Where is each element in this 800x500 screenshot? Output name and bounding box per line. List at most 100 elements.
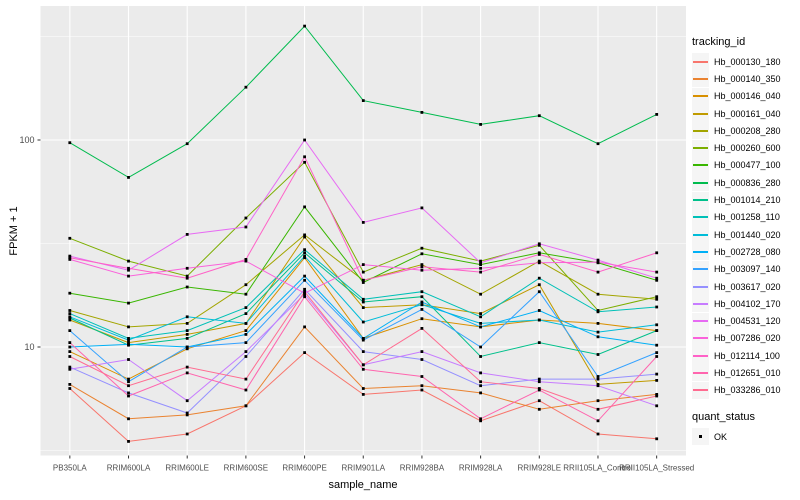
- x-tick-label: RRIM928LA: [459, 464, 503, 473]
- x-tick-label: RRII105LA_Control: [563, 464, 633, 473]
- legend-item-label: Hb_001258_110: [714, 212, 780, 223]
- data-point: [537, 259, 541, 263]
- data-point: [655, 437, 659, 441]
- data-point: [127, 384, 130, 388]
- data-point: [68, 355, 72, 358]
- legend-key-swatch: [692, 70, 709, 88]
- data-point: [479, 380, 482, 384]
- data-point: [244, 312, 248, 315]
- legend-key-swatch: [692, 208, 709, 226]
- data-point: [537, 283, 541, 287]
- data-point: [420, 252, 424, 256]
- legend-item-label: Hb_004531_120: [714, 316, 781, 327]
- data-point: [537, 309, 541, 312]
- data-point: [127, 358, 130, 361]
- data-point: [655, 278, 659, 282]
- data-point: [479, 419, 482, 423]
- data-point: [537, 387, 541, 390]
- data-point: [479, 292, 482, 296]
- data-point: [68, 383, 72, 386]
- data-point: [596, 419, 600, 423]
- data-point: [185, 142, 189, 146]
- data-point: [655, 343, 659, 347]
- data-point: [655, 295, 659, 299]
- legend-title-quant-status: quant_status: [692, 410, 755, 423]
- legend-key-line-icon: [693, 285, 708, 288]
- legend-item-Hb_012651_010: Hb_012651_010: [692, 364, 798, 382]
- data-point: [596, 432, 600, 436]
- data-point: [68, 350, 72, 353]
- data-point: [596, 399, 600, 403]
- data-point: [68, 254, 72, 258]
- data-point: [185, 285, 189, 289]
- data-point: [185, 276, 189, 280]
- legend-items-tracking: Hb_000130_180 Hb_000140_350 Hb_000146_040 H…: [692, 53, 798, 399]
- data-point: [361, 337, 365, 340]
- data-point: [68, 365, 72, 369]
- legend-item-label: Hb_003097_140: [714, 264, 781, 275]
- data-point: [361, 387, 365, 390]
- x-tick-label: RRIM928LE: [518, 464, 562, 473]
- data-point: [361, 300, 365, 304]
- data-point: [655, 329, 659, 332]
- data-point: [68, 318, 72, 322]
- data-point: [537, 261, 541, 265]
- data-point: [361, 263, 365, 266]
- legend-key-line-icon: [693, 371, 708, 374]
- legend-panel: tracking_id Hb_000130_180 Hb_000140_350 Hb…: [692, 36, 798, 457]
- data-point: [655, 393, 659, 396]
- data-point: [537, 399, 541, 403]
- legend-key-line-icon: [693, 112, 708, 115]
- data-point: [537, 380, 541, 384]
- data-point: [303, 351, 306, 354]
- data-point: [244, 329, 248, 332]
- data-point: [596, 322, 600, 325]
- data-point: [361, 270, 365, 274]
- legend-item-label: Hb_000208_280: [714, 125, 781, 136]
- data-point: [185, 233, 189, 236]
- data-point: [244, 377, 248, 381]
- legend-key-swatch: [692, 347, 709, 365]
- data-point: [127, 301, 130, 305]
- data-point: [655, 251, 659, 255]
- legend-item-label: Hb_000260_600: [714, 143, 781, 154]
- legend-key-line-icon: [693, 233, 708, 236]
- data-point: [655, 270, 659, 274]
- x-tick-label: RRIM600LE: [165, 464, 209, 473]
- data-point: [596, 353, 600, 356]
- data-point: [361, 367, 365, 371]
- legend-key-swatch: [692, 381, 709, 399]
- data-point: [537, 341, 541, 344]
- x-tick-label: RRIM600PE: [282, 464, 326, 473]
- y-tick-label: 100: [19, 135, 34, 145]
- legend-item-Hb_001440_020: Hb_001440_020: [692, 226, 798, 244]
- legend-key-line-icon: [693, 164, 708, 167]
- legend-key-swatch: [692, 174, 709, 192]
- legend-key-line-icon: [693, 95, 708, 98]
- x-axis-title: sample_name: [328, 479, 398, 491]
- data-point: [361, 281, 365, 284]
- data-point: [303, 160, 306, 164]
- data-point: [596, 375, 600, 378]
- data-point: [127, 394, 130, 398]
- data-point: [537, 388, 541, 392]
- data-point: [68, 329, 72, 332]
- data-point: [655, 351, 659, 354]
- data-point: [244, 322, 248, 325]
- x-tick-label: PB350LA: [53, 464, 87, 473]
- data-point: [68, 309, 72, 312]
- data-point: [68, 236, 72, 240]
- data-point: [127, 338, 130, 342]
- data-point: [127, 325, 130, 329]
- data-point: [127, 274, 130, 278]
- data-point: [479, 266, 482, 270]
- data-point: [303, 155, 306, 159]
- legend-key-swatch: [692, 329, 709, 347]
- data-point: [68, 315, 72, 319]
- data-point: [655, 372, 659, 376]
- data-point: [537, 242, 541, 246]
- legend-item-label: Hb_001440_020: [714, 229, 781, 240]
- y-tick-label: 10: [24, 342, 34, 352]
- data-point: [244, 306, 248, 309]
